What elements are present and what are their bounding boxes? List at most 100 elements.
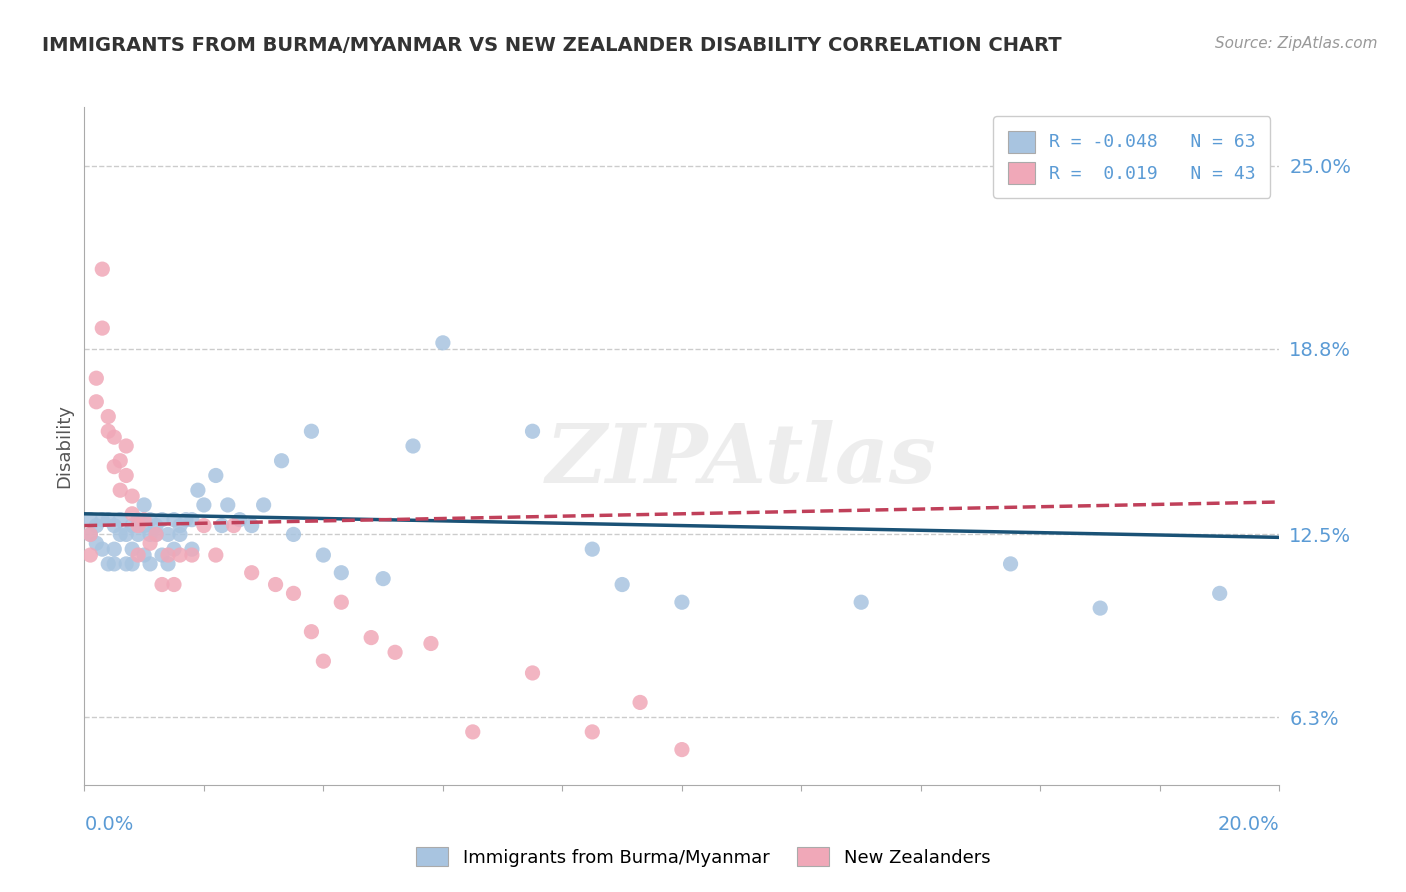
Point bbox=[115, 557, 138, 571]
Legend: Immigrants from Burma/Myanmar, New Zealanders: Immigrants from Burma/Myanmar, New Zeala… bbox=[409, 840, 997, 874]
Point bbox=[461, 725, 484, 739]
Point bbox=[330, 566, 353, 580]
Point bbox=[79, 527, 101, 541]
Point bbox=[301, 424, 323, 438]
Point bbox=[127, 548, 149, 562]
Point bbox=[91, 262, 114, 277]
Point bbox=[110, 483, 132, 498]
Point bbox=[79, 527, 101, 541]
Point bbox=[384, 645, 406, 659]
Point bbox=[79, 513, 101, 527]
Point bbox=[193, 498, 215, 512]
Point bbox=[103, 557, 125, 571]
Point bbox=[312, 548, 335, 562]
Point bbox=[420, 636, 443, 650]
Point bbox=[127, 518, 149, 533]
Point bbox=[127, 527, 149, 541]
Point bbox=[103, 459, 125, 474]
Point bbox=[145, 527, 167, 541]
Point bbox=[169, 527, 191, 541]
Point bbox=[373, 572, 395, 586]
Point bbox=[301, 624, 323, 639]
Point bbox=[91, 513, 114, 527]
Point bbox=[86, 394, 108, 409]
Point bbox=[150, 577, 173, 591]
Point bbox=[1090, 601, 1112, 615]
Point bbox=[163, 513, 186, 527]
Text: IMMIGRANTS FROM BURMA/MYANMAR VS NEW ZEALANDER DISABILITY CORRELATION CHART: IMMIGRANTS FROM BURMA/MYANMAR VS NEW ZEA… bbox=[42, 36, 1062, 54]
Point bbox=[181, 542, 204, 557]
Point bbox=[163, 542, 186, 557]
Text: 0.0%: 0.0% bbox=[84, 815, 134, 835]
Text: Source: ZipAtlas.com: Source: ZipAtlas.com bbox=[1215, 36, 1378, 51]
Point bbox=[79, 548, 101, 562]
Point bbox=[205, 548, 228, 562]
Point bbox=[671, 595, 693, 609]
Point bbox=[132, 498, 156, 512]
Point bbox=[312, 654, 335, 668]
Point bbox=[187, 483, 209, 498]
Point bbox=[157, 548, 180, 562]
Point bbox=[181, 548, 204, 562]
Point bbox=[330, 595, 353, 609]
Point bbox=[522, 424, 544, 438]
Point bbox=[169, 548, 191, 562]
Point bbox=[181, 513, 204, 527]
Point bbox=[110, 527, 132, 541]
Point bbox=[851, 595, 873, 609]
Point bbox=[115, 439, 138, 453]
Point bbox=[628, 695, 651, 709]
Point bbox=[163, 577, 186, 591]
Point bbox=[671, 742, 693, 756]
Point bbox=[240, 566, 263, 580]
Point bbox=[86, 371, 108, 385]
Point bbox=[157, 527, 180, 541]
Point bbox=[205, 468, 228, 483]
Point bbox=[121, 507, 143, 521]
Point bbox=[581, 725, 603, 739]
Point bbox=[253, 498, 276, 512]
Point bbox=[91, 321, 114, 335]
Point bbox=[264, 577, 287, 591]
Point bbox=[145, 518, 167, 533]
Point bbox=[127, 513, 149, 527]
Point bbox=[217, 498, 239, 512]
Point bbox=[121, 518, 143, 533]
Point bbox=[97, 409, 120, 424]
Point bbox=[132, 548, 156, 562]
Legend: R = -0.048   N = 63, R =  0.019   N = 43: R = -0.048 N = 63, R = 0.019 N = 43 bbox=[994, 116, 1271, 198]
Point bbox=[139, 513, 162, 527]
Point bbox=[581, 542, 603, 557]
Point bbox=[91, 542, 114, 557]
Point bbox=[132, 518, 156, 533]
Point bbox=[103, 542, 125, 557]
Point bbox=[103, 430, 125, 444]
Point bbox=[150, 513, 173, 527]
Point bbox=[139, 527, 162, 541]
Point bbox=[240, 518, 263, 533]
Point bbox=[193, 518, 215, 533]
Point bbox=[228, 513, 252, 527]
Point bbox=[139, 557, 162, 571]
Point bbox=[283, 586, 305, 600]
Point bbox=[169, 518, 191, 533]
Point bbox=[522, 665, 544, 680]
Point bbox=[360, 631, 382, 645]
Point bbox=[121, 542, 143, 557]
Text: 20.0%: 20.0% bbox=[1218, 815, 1279, 835]
Point bbox=[270, 454, 292, 468]
Point bbox=[157, 557, 180, 571]
Point bbox=[150, 548, 173, 562]
Point bbox=[174, 513, 197, 527]
Point bbox=[139, 536, 162, 550]
Y-axis label: Disability: Disability bbox=[55, 404, 73, 488]
Point bbox=[103, 518, 125, 533]
Point bbox=[612, 577, 634, 591]
Point bbox=[97, 424, 120, 438]
Point bbox=[283, 527, 305, 541]
Point bbox=[1000, 557, 1022, 571]
Point bbox=[432, 335, 454, 350]
Point bbox=[132, 513, 156, 527]
Point bbox=[110, 513, 132, 527]
Point bbox=[97, 557, 120, 571]
